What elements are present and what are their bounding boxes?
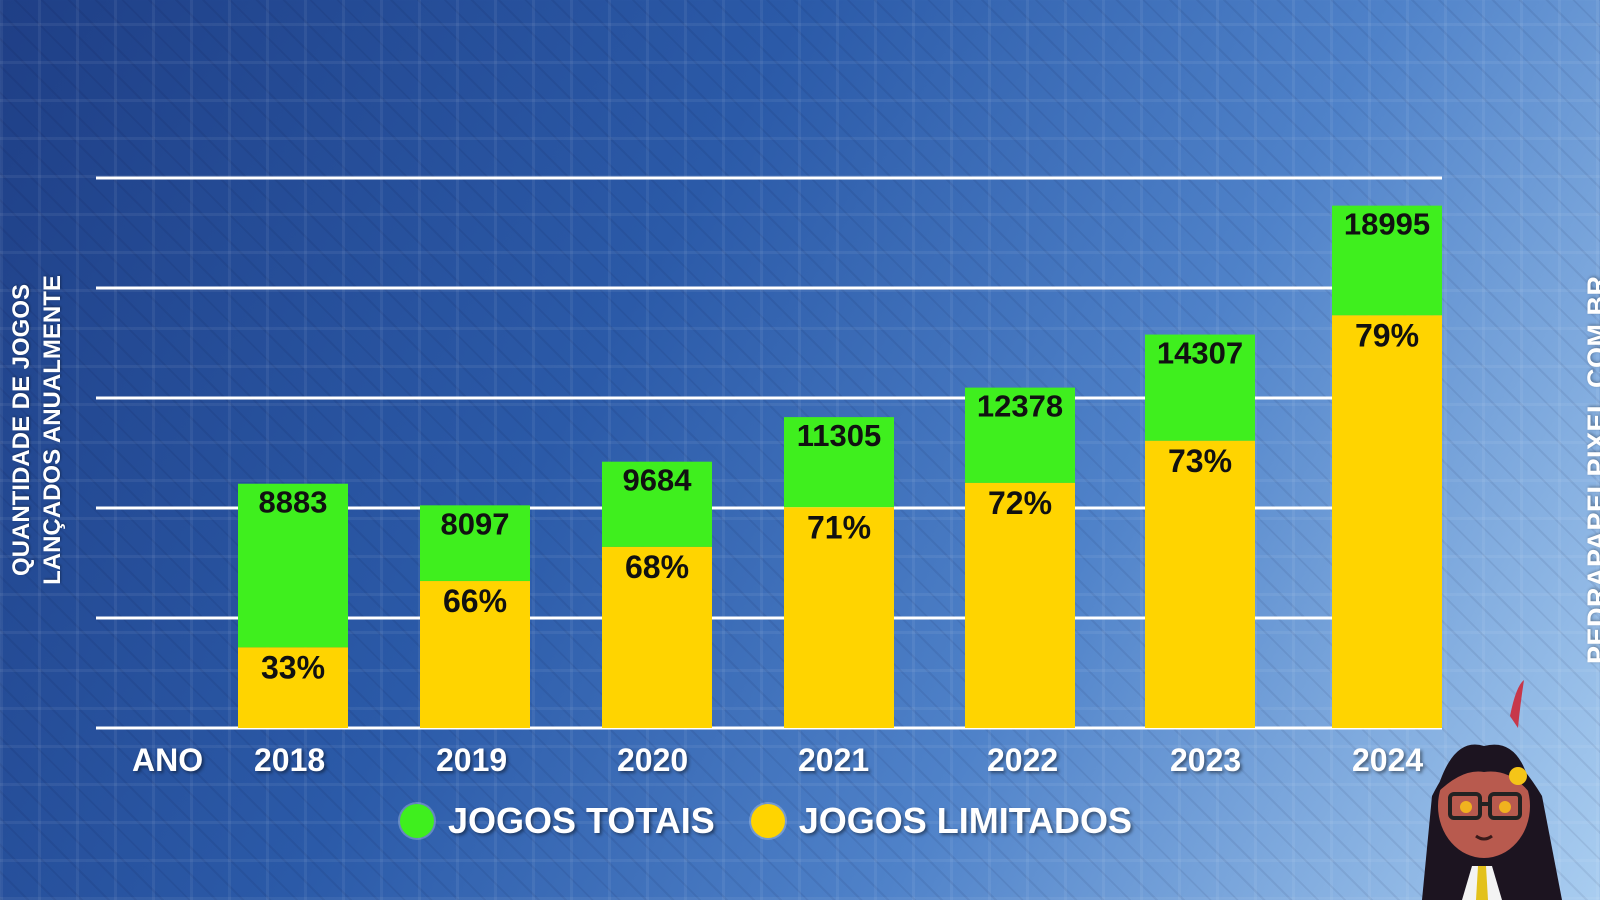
- label-total-2021: 11305: [797, 418, 882, 453]
- bar-total-2021: [784, 417, 894, 508]
- bar-limited-2020: [602, 546, 712, 728]
- label-total-2022: 12378: [977, 389, 1063, 424]
- bar-limited-2023: [1145, 440, 1255, 728]
- bar-limited-2024: [1332, 315, 1442, 728]
- legend-item-totais: JOGOS TOTAIS: [400, 800, 715, 842]
- legend: JOGOS TOTAIS JOGOS LIMITADOS: [400, 800, 1168, 842]
- label-percent-2020: 68%: [625, 549, 689, 585]
- bar-total-2018: [238, 483, 348, 648]
- label-total-2018: 8883: [259, 485, 328, 520]
- label-total-2020: 9684: [623, 463, 693, 498]
- legend-swatch-yellow: [750, 804, 785, 838]
- bar-limited-2019: [420, 581, 530, 728]
- label-percent-2021: 71%: [807, 509, 871, 545]
- label-total-2024: 18995: [1344, 207, 1430, 242]
- bar-labels: 8883 33% 8097 66% 9684 68% 11305 71% 12378 72% 143…: [259, 207, 1431, 686]
- bar-total-2019: [420, 505, 530, 582]
- bar-limited-2022: [965, 482, 1075, 728]
- anime-girl-mascot-icon: [1422, 680, 1562, 900]
- x-tick-2020: 2020: [617, 742, 689, 778]
- watermark: PEDRAPAPELPIXEL.COM.BR: [1582, 275, 1600, 664]
- label-percent-2023: 73%: [1168, 443, 1232, 479]
- label-total-2023: 14307: [1157, 336, 1243, 371]
- bar-total-2020: [602, 461, 712, 547]
- y-axis-label: QUANTIDADE DE JOGOS LANÇADOS ANUALMENTE: [6, 250, 68, 610]
- x-tick-2018: 2018: [254, 742, 326, 778]
- bars: [238, 205, 1442, 728]
- x-tick-2019: 2019: [436, 742, 508, 778]
- x-tick-2023: 2023: [1170, 742, 1242, 778]
- label-total-2019: 8097: [441, 506, 510, 541]
- bar-total-2022: [965, 387, 1075, 483]
- x-tick-2022: 2022: [987, 742, 1059, 778]
- bar-total-2023: [1145, 334, 1255, 441]
- bar-total-2024: [1332, 205, 1442, 316]
- legend-label-limitados: JOGOS LIMITADOS: [798, 800, 1133, 841]
- bar-limited-2021: [784, 507, 894, 728]
- label-percent-2022: 72%: [988, 485, 1052, 521]
- bar-limited-2018: [238, 647, 348, 728]
- legend-swatch-green: [400, 804, 434, 838]
- label-percent-2024: 79%: [1355, 317, 1419, 353]
- label-percent-2018: 33%: [261, 649, 325, 685]
- x-axis-label: ANO: [132, 742, 204, 778]
- x-tick-2024: 2024: [1352, 742, 1424, 778]
- y-axis-label-line-2: LANÇADOS ANUALMENTE: [39, 275, 66, 585]
- legend-item-limitados: JOGOS LIMITADOS: [750, 800, 1133, 842]
- legend-label-totais: JOGOS TOTAIS: [448, 800, 715, 841]
- y-axis-label-line-1: QUANTIDADE DE JOGOS: [8, 283, 35, 577]
- label-percent-2019: 66%: [443, 583, 507, 619]
- x-tick-2021: 2021: [798, 742, 870, 778]
